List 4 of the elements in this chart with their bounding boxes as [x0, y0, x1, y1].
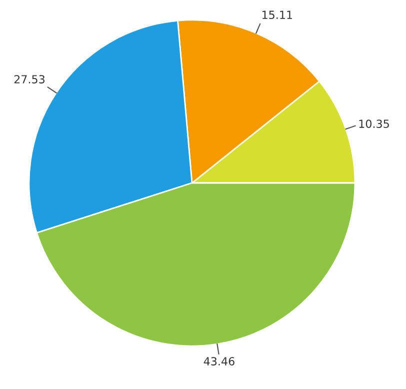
data-label: 15.11 — [262, 10, 292, 20]
data-label: 27.53 — [14, 75, 45, 84]
data-label: 10.35 — [359, 120, 389, 128]
data-label: 43.46 — [204, 357, 234, 366]
